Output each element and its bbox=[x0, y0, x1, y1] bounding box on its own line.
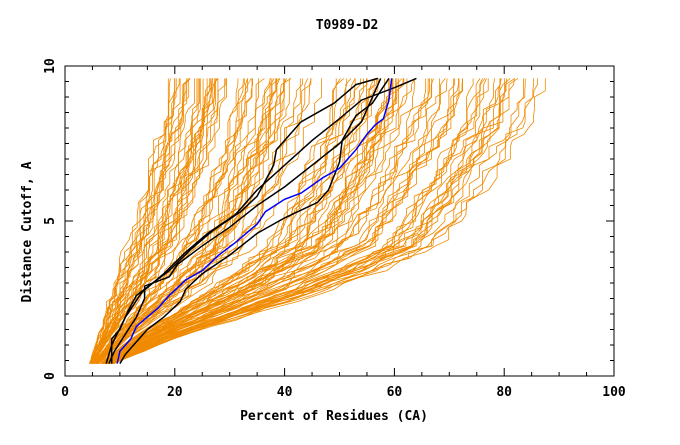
model-curve bbox=[112, 78, 534, 364]
x-tick-label: 40 bbox=[277, 385, 293, 400]
model-curve bbox=[89, 78, 176, 364]
model-curve bbox=[108, 78, 459, 364]
model-curve bbox=[96, 78, 285, 364]
x-tick-label: 80 bbox=[496, 385, 512, 400]
model-curve bbox=[107, 78, 456, 364]
model-curve bbox=[97, 78, 303, 364]
model-curve bbox=[95, 78, 275, 364]
model-curve bbox=[108, 78, 464, 364]
highlight-curve-black bbox=[108, 78, 382, 364]
model-curve bbox=[102, 78, 390, 364]
highlight-curve-black bbox=[119, 77, 390, 364]
model-curve bbox=[96, 78, 292, 364]
model-curve bbox=[109, 78, 474, 364]
model-curve bbox=[93, 78, 245, 364]
model-curve bbox=[103, 78, 405, 364]
highlight-curve-blue bbox=[116, 78, 393, 364]
model-curve bbox=[102, 78, 377, 364]
model-curve bbox=[97, 78, 287, 364]
model-curve bbox=[91, 78, 208, 364]
model-curve bbox=[109, 78, 483, 364]
model-curve bbox=[107, 78, 446, 364]
model-curve bbox=[98, 78, 323, 364]
x-tick-label: 0 bbox=[61, 385, 69, 400]
highlight-curve-black bbox=[105, 77, 417, 364]
y-tick-label: 5 bbox=[43, 217, 58, 225]
model-curve bbox=[111, 78, 511, 364]
y-tick-label: 10 bbox=[43, 58, 58, 74]
model-curve bbox=[109, 78, 487, 364]
model-curve bbox=[98, 78, 312, 364]
chart-title: T0989-D2 bbox=[316, 18, 379, 33]
model-curve bbox=[104, 78, 385, 364]
model-curve bbox=[91, 78, 198, 364]
model-curve bbox=[91, 78, 200, 364]
plot-area bbox=[88, 77, 546, 364]
x-axis: 0 20 40 60 80 100 bbox=[61, 66, 626, 400]
model-curve bbox=[96, 78, 277, 364]
x-tick-label: 60 bbox=[387, 385, 403, 400]
model-curve bbox=[107, 78, 454, 364]
model-curve bbox=[91, 78, 204, 364]
model-curve bbox=[111, 78, 524, 364]
model-curve bbox=[94, 78, 254, 364]
model-curve bbox=[100, 78, 356, 364]
model-curve bbox=[105, 78, 416, 364]
model-curve bbox=[110, 78, 507, 364]
model-curve bbox=[111, 78, 502, 364]
x-tick-label: 100 bbox=[602, 385, 626, 400]
model-curve bbox=[90, 78, 181, 364]
model-curve bbox=[101, 78, 361, 364]
model-curve bbox=[106, 78, 448, 364]
y-axis-label: Distance Cutoff, A bbox=[20, 161, 35, 302]
model-curve bbox=[104, 78, 397, 364]
highlighted-curves bbox=[105, 77, 417, 364]
model-curves bbox=[88, 78, 546, 364]
x-tick-label: 20 bbox=[167, 385, 183, 400]
model-curve bbox=[88, 78, 171, 364]
model-curve bbox=[90, 78, 191, 364]
model-curve bbox=[106, 78, 427, 364]
y-tick-label: 0 bbox=[43, 372, 58, 380]
model-curve bbox=[94, 78, 248, 364]
y-axis: 0 5 10 bbox=[43, 58, 614, 380]
model-curve bbox=[91, 78, 219, 364]
model-curve bbox=[90, 78, 191, 364]
x-axis-label: Percent of Residues (CA) bbox=[240, 409, 428, 424]
model-curve bbox=[93, 78, 228, 364]
model-curve bbox=[111, 78, 515, 364]
model-curve bbox=[105, 78, 433, 364]
model-curve bbox=[92, 78, 213, 364]
